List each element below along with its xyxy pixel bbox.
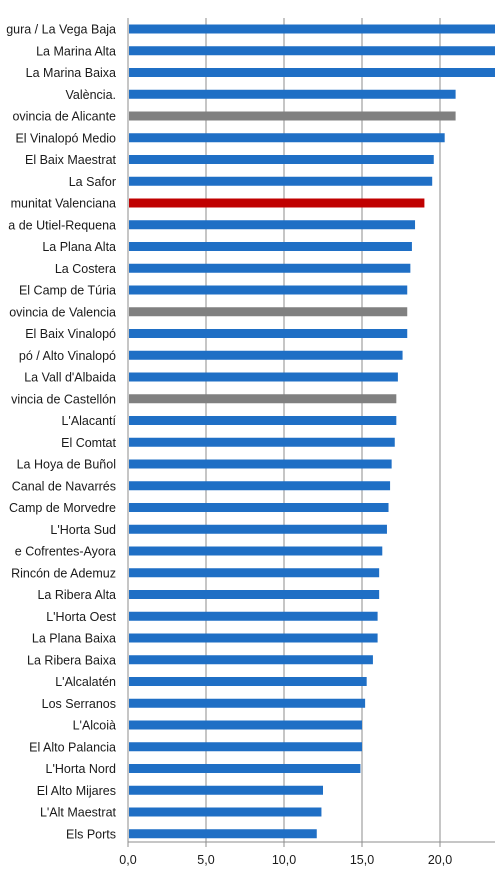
category-label: L'Alcalatén [55, 675, 116, 689]
category-label: La Plana Alta [42, 240, 116, 254]
bar-els-ports [129, 829, 317, 839]
category-label: L'Horta Oest [46, 610, 116, 624]
category-label: ovincia de Alicante [12, 110, 116, 124]
bar-l-horta-sud [129, 524, 387, 534]
category-label: La Marina Alta [36, 44, 116, 58]
bar-ovincia-de-valencia [129, 307, 408, 317]
bar-po-alto-vinalopo [129, 350, 403, 360]
bar-la-marina-alta [129, 46, 495, 56]
bar-l-alacanti [129, 416, 397, 425]
category-label: Canal de Navarrés [12, 479, 116, 493]
bar-la-marina-baixa [129, 68, 495, 77]
category-label: El Baix Vinalopó [25, 327, 116, 341]
x-tick-label: 15,0 [350, 853, 374, 867]
category-label: El Camp de Túria [19, 284, 116, 298]
bar-la-hoya-de-bunol [129, 459, 392, 469]
category-label: L'Alt Maestrat [40, 806, 117, 820]
category-label: e Cofrentes-Ayora [15, 545, 116, 559]
category-label: El Alto Palancia [29, 740, 116, 754]
bar-a-de-utiel-requena [129, 220, 416, 230]
bar-el-comtat [129, 437, 395, 447]
bar-la-costera [129, 263, 411, 273]
x-axis: 0,0 5,0 10,0 15,0 20,0 [119, 841, 495, 867]
x-tick-label: 10,0 [272, 853, 296, 867]
category-label: munitat Valenciana [11, 197, 116, 211]
category-label: L'Horta Sud [50, 523, 116, 537]
bar-los-serranos [129, 698, 366, 708]
bar-l-horta-oest [129, 611, 378, 621]
x-tick-label: 5,0 [197, 853, 214, 867]
category-label: La Plana Baixa [32, 632, 116, 646]
category-label: a de Utiel-Requena [8, 218, 116, 232]
bar-canal-de-navarres [129, 481, 391, 491]
category-label: Los Serranos [42, 697, 116, 711]
bar-rincon-de-ademuz [129, 568, 380, 578]
bar-la-vall-d-albaida [129, 372, 398, 382]
category-label: La Vall d'Albaida [24, 371, 116, 385]
bars [129, 24, 495, 839]
bar-el-baix-maestrat [129, 155, 434, 164]
category-label: La Ribera Alta [37, 588, 116, 602]
bar-el-camp-de-turia [129, 285, 408, 295]
category-label: gura / La Vega Baja [6, 23, 116, 37]
category-label: La Ribera Baixa [27, 653, 116, 667]
category-label: L'Horta Nord [46, 762, 117, 776]
category-label: ovincia de Valencia [9, 305, 116, 319]
category-label: pó / Alto Vinalopó [19, 349, 116, 363]
bar-l-horta-nord [129, 764, 361, 773]
bar-ovincia-de-alicante [129, 111, 456, 121]
bar-la-safor [129, 176, 433, 186]
bar-l-alcalaten [129, 677, 367, 686]
bar-el-baix-vinalopo [129, 329, 408, 338]
bar-la-ribera-alta [129, 590, 380, 599]
category-labels: gura / La Vega Baja La Marina Alta La Mari… [6, 23, 116, 842]
x-tick-label: 0,0 [119, 853, 136, 867]
category-label: El Alto Mijares [37, 784, 116, 798]
x-tick-label: 20,0 [428, 853, 452, 867]
bar-vincia-de-castellon [129, 394, 397, 404]
category-label: Camp de Morvedre [9, 501, 116, 515]
bar-el-vinalopo-medio [129, 133, 445, 143]
bar-la-plana-alta [129, 242, 412, 251]
category-label: El Baix Maestrat [25, 153, 117, 167]
category-label: Els Ports [66, 827, 116, 841]
category-label: La Marina Baixa [26, 66, 116, 80]
category-label: València. [66, 88, 117, 102]
category-label: El Vinalopó Medio [15, 131, 116, 145]
bar-valencia [129, 89, 456, 99]
category-label: L'Alacantí [61, 414, 116, 428]
category-label: vincia de Castellón [11, 392, 116, 406]
bar-e-cofrentes-ayora [129, 546, 383, 556]
bar-la-plana-baixa [129, 633, 378, 643]
category-label: L'Alcoià [73, 719, 116, 733]
category-label: Rincón de Ademuz [11, 566, 116, 580]
category-label: El Comtat [61, 436, 116, 450]
bar-l-alt-maestrat [129, 807, 322, 817]
bar-el-alto-palancia [129, 742, 362, 752]
bar-l-alcoia [129, 720, 362, 730]
bar-camp-de-morvedre [129, 503, 389, 512]
bar-la-ribera-baixa [129, 655, 373, 665]
bar-el-alto-mijares [129, 785, 323, 795]
bar-gura-la-vega-baja [129, 24, 495, 34]
category-label: La Hoya de Buñol [17, 458, 116, 472]
category-label: La Safor [69, 175, 116, 189]
category-label: La Costera [55, 262, 116, 276]
bar-munitat-valenciana [129, 198, 425, 208]
